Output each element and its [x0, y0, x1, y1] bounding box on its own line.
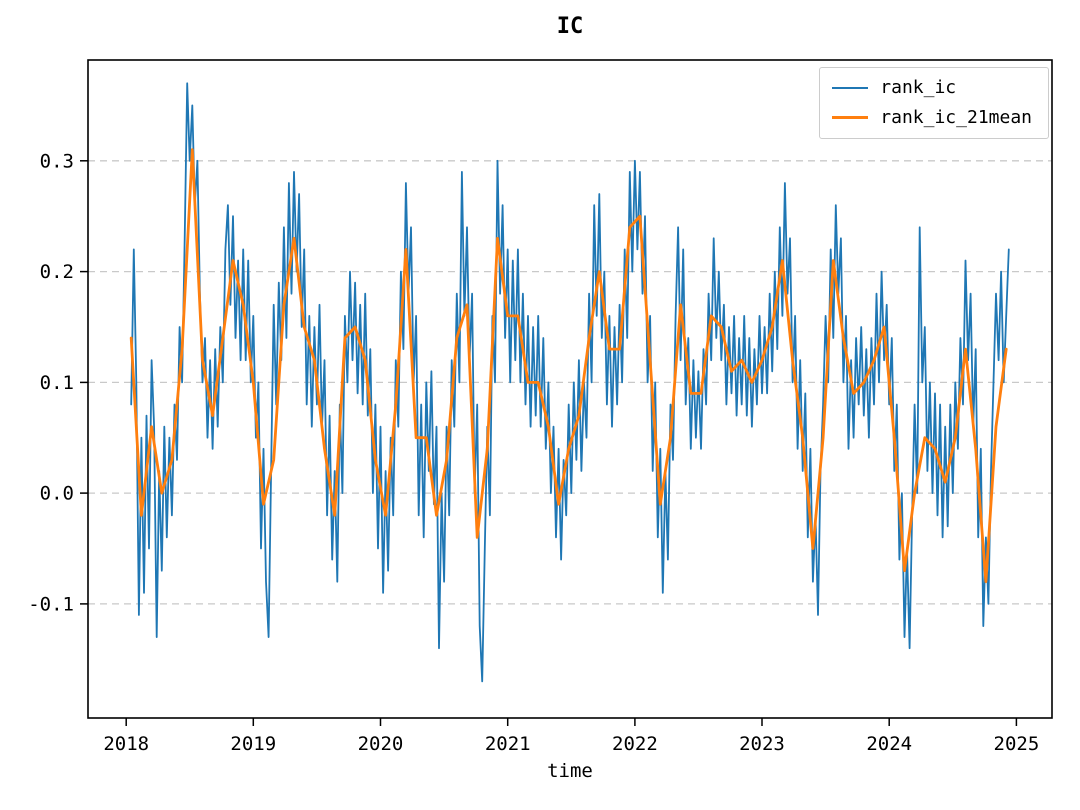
chart-title: IC	[556, 14, 584, 39]
x-tick-label: 2022	[612, 733, 658, 755]
series-line-rank_ic_21mean	[129, 148, 1008, 584]
x-tick-label: 2024	[866, 733, 912, 755]
axes-spines	[87, 59, 1053, 719]
y-tick-label: 0.3	[40, 150, 74, 172]
x-tick-label: 2023	[739, 733, 785, 755]
x-axis-label: time	[547, 760, 593, 782]
legend-line-swatch-rank-ic	[832, 86, 869, 89]
legend-item-rank-ic: rank_ic	[832, 78, 1032, 98]
x-tick-label: 2025	[994, 733, 1040, 755]
legend-line-swatch-rank-ic-21mean	[832, 116, 869, 120]
y-tick-label: 0.2	[40, 261, 74, 283]
y-tick-label: 0.0	[40, 483, 74, 505]
x-tick-label: 2020	[358, 733, 404, 755]
y-tick-label: 0.1	[40, 372, 74, 394]
x-tick-label: 2019	[230, 733, 276, 755]
legend-item-rank-ic-21mean: rank_ic_21mean	[832, 106, 1032, 128]
x-tick-label: 2018	[103, 733, 149, 755]
legend: rank_ic rank_ic_21mean	[819, 67, 1049, 139]
legend-label-rank-ic: rank_ic	[880, 77, 957, 98]
x-tick-label: 2021	[485, 733, 531, 755]
legend-label-rank-ic-21mean: rank_ic_21mean	[880, 106, 1032, 128]
y-tick-label: -0.1	[28, 593, 74, 615]
